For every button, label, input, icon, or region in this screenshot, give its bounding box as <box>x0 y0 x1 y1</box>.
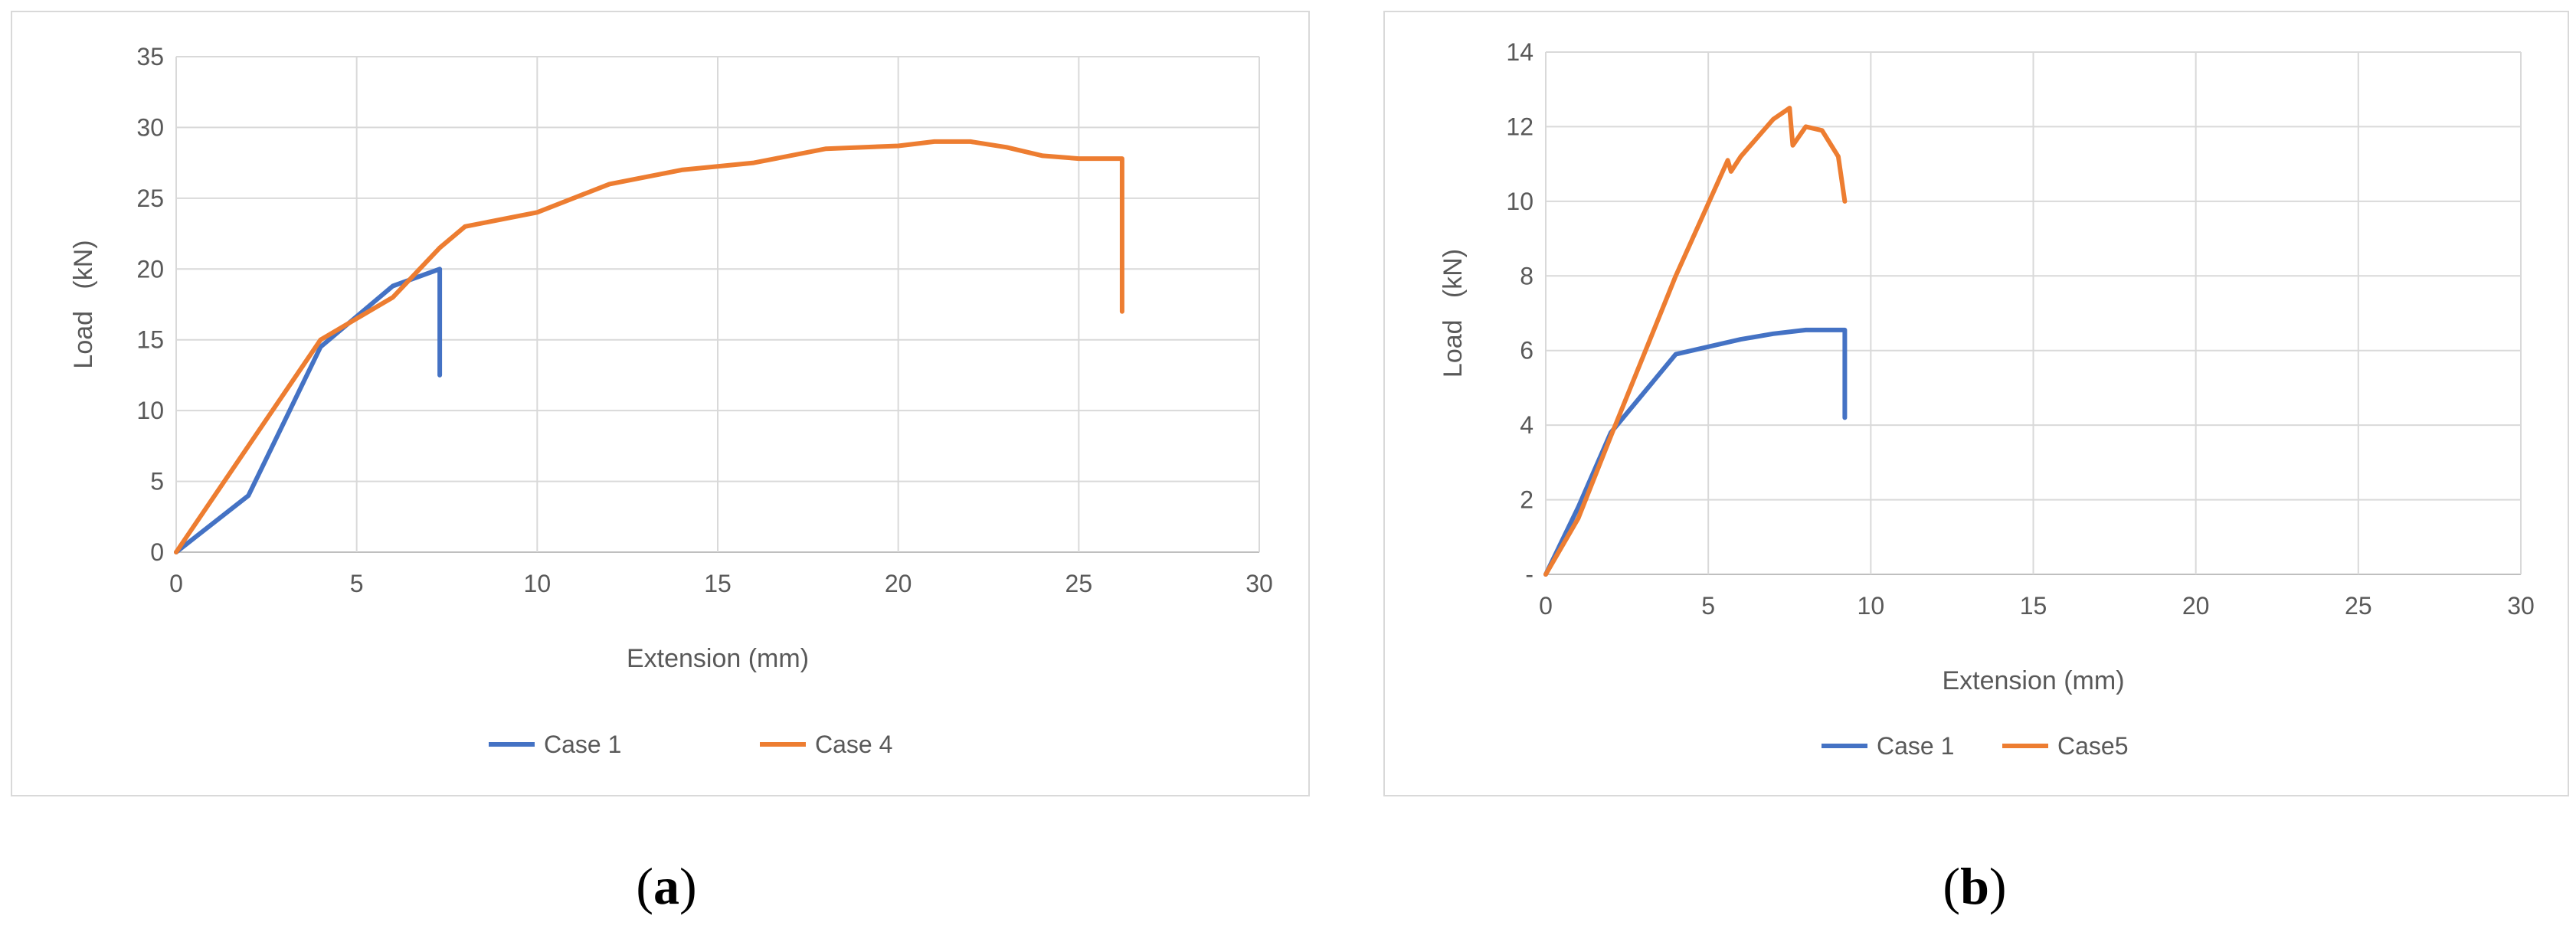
legend-label-2: Case5 <box>2057 732 2129 760</box>
y-axis-title: Load (kN) <box>69 240 98 368</box>
y-tick-label: 4 <box>1520 411 1533 439</box>
series-line-1 <box>1543 327 1848 577</box>
legend-label-1: Case 1 <box>1877 732 1954 760</box>
caption-b: (b) <box>1943 857 2007 915</box>
x-tick-label: 20 <box>885 570 912 597</box>
x-tick-label: 0 <box>169 570 183 597</box>
caption-a-letter: a <box>653 857 679 915</box>
y-tick-label: 14 <box>1506 38 1533 66</box>
x-tick-label: 15 <box>2020 592 2047 620</box>
y-axis-title: Load (kN) <box>1439 249 1468 378</box>
x-tick-label: 30 <box>2507 592 2535 620</box>
y-tick-label: 5 <box>150 468 164 495</box>
x-tick-label: 20 <box>2182 592 2210 620</box>
y-tick-label: 10 <box>136 397 164 424</box>
x-tick-label: 10 <box>524 570 552 597</box>
y-tick-label: 30 <box>136 113 164 141</box>
x-tick-label: 0 <box>1539 592 1553 620</box>
x-axis-title: Extension (mm) <box>627 644 809 673</box>
y-tick-label: 6 <box>1520 337 1533 365</box>
y-tick-label: 20 <box>136 255 164 283</box>
caption-a: (a) <box>636 857 697 915</box>
y-tick-label: - <box>1525 561 1533 588</box>
chart-panel-b: - 2 4 6 8 10 12 14 0 5 10 15 20 25 30 Extension (mm) Loa… <box>1383 11 2569 796</box>
chart-b-svg: - 2 4 6 8 10 12 14 0 5 10 15 20 25 30 Extension (mm) Loa… <box>1439 38 2535 760</box>
y-tick-label: 10 <box>1506 188 1533 215</box>
caption-b-letter: b <box>1960 857 1989 915</box>
y-tick-label: 15 <box>136 326 164 354</box>
x-tick-label: 5 <box>1701 592 1715 620</box>
y-tick-label: 35 <box>136 43 164 70</box>
legend-label-2: Case 4 <box>815 731 892 758</box>
x-tick-label: 10 <box>1858 592 1885 620</box>
series-line-2 <box>174 139 1124 554</box>
legend-label-1: Case 1 <box>544 731 621 758</box>
y-tick-label: 2 <box>1520 486 1533 514</box>
series-line-2 <box>1543 106 1848 577</box>
y-tick-label: 25 <box>136 185 164 212</box>
chart-a-svg: 0 5 10 15 20 25 30 35 0 5 10 15 20 25 30 Extension (mm)… <box>69 43 1273 758</box>
y-tick-label: 12 <box>1506 113 1533 140</box>
x-tick-label: 30 <box>1245 570 1273 597</box>
y-tick-label: 0 <box>150 538 164 566</box>
chart-panel-a: 0 5 10 15 20 25 30 35 0 5 10 15 20 25 30 Extension (mm)… <box>11 11 1310 796</box>
x-axis-title: Extension (mm) <box>1942 666 2124 695</box>
x-tick-label: 5 <box>350 570 364 597</box>
x-tick-label: 25 <box>2345 592 2372 620</box>
x-tick-label: 15 <box>704 570 732 597</box>
y-tick-label: 8 <box>1520 262 1533 289</box>
x-tick-label: 25 <box>1065 570 1093 597</box>
